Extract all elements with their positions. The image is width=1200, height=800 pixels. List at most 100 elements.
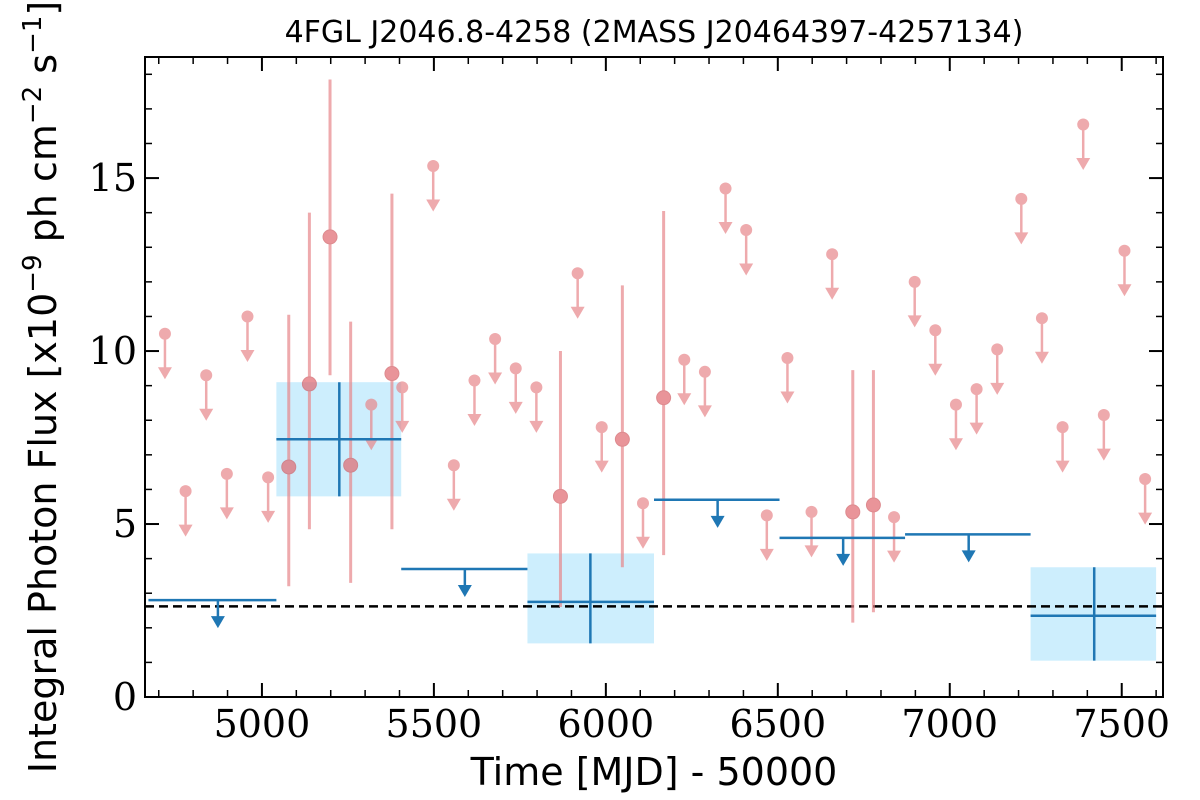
detection-marker: [656, 390, 672, 406]
fine-upper-limit: [759, 509, 774, 561]
upper-limit-marker: [1077, 118, 1090, 131]
upper-limit-arrowhead: [157, 367, 172, 380]
upper-limit-arrowhead: [570, 306, 585, 319]
fine-upper-limit: [677, 353, 692, 406]
y-axis-label-s: s: [21, 54, 65, 86]
fine-detection: [301, 212, 317, 530]
coarse-upper-limit-arrowhead: [961, 550, 976, 563]
fine-upper-limit: [1055, 421, 1070, 473]
y-axis-label-unit: ph cm: [21, 124, 65, 254]
y-axis-label-exp3: −1: [18, 16, 48, 54]
upper-limit-arrowhead: [1014, 232, 1029, 245]
upper-limit-arrowhead: [948, 438, 963, 451]
upper-limit-arrowhead: [467, 413, 482, 426]
upper-limit-marker: [530, 381, 543, 394]
upper-limit-arrowhead: [677, 393, 692, 406]
upper-limit-marker: [826, 248, 839, 261]
x-tick-label: 7500: [1073, 702, 1170, 746]
upper-limit-marker: [262, 471, 275, 484]
upper-limit-arrowhead: [178, 524, 193, 537]
y-axis-label: Integral Photon Flux [x10−9 ph cm−2 s−1]: [18, 1, 65, 774]
fine-detection: [865, 370, 881, 613]
x-tick-label: 5500: [386, 702, 483, 746]
fine-upper-limit: [240, 310, 255, 362]
fine-upper-limit: [395, 381, 410, 433]
fine-upper-limit: [488, 332, 503, 385]
plot-area: [145, 79, 1163, 661]
fine-upper-limit: [1076, 118, 1091, 170]
y-axis-label-exp2: −2: [18, 86, 48, 124]
upper-limit-marker: [200, 369, 213, 382]
y-tick-label: 0: [113, 675, 137, 719]
upper-limit-marker: [158, 327, 171, 340]
upper-limit-arrowhead: [887, 550, 902, 563]
upper-limit-arrowhead: [718, 221, 733, 234]
fine-detection: [845, 370, 861, 623]
coarse-detection: [276, 382, 402, 497]
upper-limit-arrowhead: [1034, 351, 1049, 364]
fine-upper-limit: [157, 327, 172, 380]
fine-upper-limit: [1138, 473, 1153, 525]
upper-limit-arrowhead: [240, 349, 255, 362]
fine-detection: [322, 79, 338, 376]
x-tick-label: 6500: [729, 702, 826, 746]
upper-limit-marker: [760, 509, 773, 522]
fine-upper-limit: [635, 497, 650, 549]
upper-limit-marker: [427, 159, 440, 172]
upper-limit-arrowhead: [426, 199, 441, 212]
coarse-upper-limit: [905, 533, 1031, 563]
upper-limit-arrowhead: [739, 263, 754, 276]
fine-detection: [614, 285, 630, 568]
detection-marker: [552, 488, 568, 504]
upper-limit-arrowhead: [594, 460, 609, 473]
detection-marker: [384, 366, 400, 382]
upper-limit-marker: [468, 374, 481, 387]
fine-upper-limit: [261, 471, 276, 523]
upper-limit-arrowhead: [1138, 512, 1153, 525]
fine-detection: [343, 321, 359, 583]
fine-upper-limit: [990, 343, 1005, 395]
upper-limit-marker: [365, 398, 378, 411]
upper-limit-arrowhead: [759, 548, 774, 561]
upper-limit-arrowhead: [1076, 157, 1091, 170]
fine-upper-limit: [780, 351, 795, 404]
fine-upper-limit: [887, 511, 902, 563]
fine-detection: [552, 351, 568, 608]
fine-upper-limit: [178, 485, 193, 537]
upper-limit-marker: [970, 383, 983, 396]
upper-limit-marker: [1015, 192, 1028, 205]
coarse-upper-limit-arrowhead: [210, 616, 225, 629]
upper-limit-marker: [241, 310, 254, 323]
upper-limit-marker: [908, 275, 921, 288]
upper-limit-marker: [888, 511, 901, 524]
upper-limit-marker: [740, 223, 753, 236]
upper-limit-marker: [698, 365, 711, 378]
upper-limit-arrowhead: [488, 372, 503, 385]
upper-limit-arrowhead: [780, 391, 795, 404]
fine-upper-limit: [969, 383, 984, 435]
upper-limit-marker: [929, 324, 942, 337]
plot-frame: [144, 56, 1164, 698]
fine-upper-limit: [1014, 192, 1029, 245]
upper-limit-marker: [636, 497, 649, 510]
y-axis-label-text: Integral Photon Flux [x10: [21, 293, 65, 774]
upper-limit-arrowhead: [990, 382, 1005, 395]
upper-limit-marker: [179, 485, 192, 498]
coarse-upper-limit: [654, 498, 780, 528]
fine-upper-limit: [1117, 244, 1132, 297]
fine-upper-limit: [697, 365, 712, 418]
upper-limit-marker: [991, 343, 1004, 356]
coarse-upper-limit: [779, 536, 906, 566]
upper-limit-arrowhead: [1096, 448, 1111, 461]
x-tick-label: 7000: [901, 702, 998, 746]
fine-upper-limit: [825, 248, 840, 300]
detection-marker: [865, 497, 881, 513]
fine-upper-limit: [1096, 409, 1111, 461]
upper-limit-arrowhead: [364, 438, 379, 451]
upper-limit-marker: [678, 353, 691, 366]
fine-upper-limit: [426, 159, 441, 212]
upper-limit-marker: [1035, 312, 1048, 325]
upper-limit-arrowhead: [1055, 460, 1070, 473]
upper-limit-arrowhead: [804, 545, 819, 558]
upper-limit-arrowhead: [199, 408, 214, 421]
